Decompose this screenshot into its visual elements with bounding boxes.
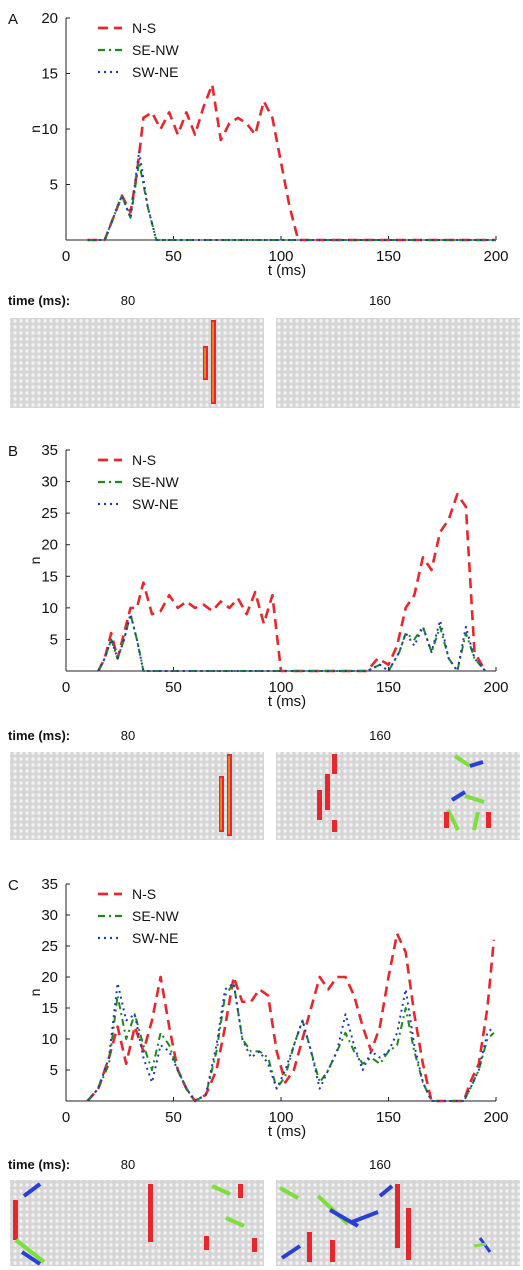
- x-tick-label-a: 200: [483, 248, 508, 265]
- series-line-swne-b: [97, 613, 487, 672]
- legend-label-ns-b: N-S: [132, 452, 156, 468]
- legend-label-senw-a: SE-NW: [132, 42, 179, 58]
- y-tick-label-b: 5: [50, 631, 58, 648]
- x-tick-label-c: 200: [483, 1109, 508, 1126]
- x-tick-label-b: 0: [62, 679, 70, 696]
- legend-label-ns-a: N-S: [132, 20, 156, 36]
- legend-label-swne-c: SW-NE: [132, 930, 178, 946]
- y-tick-label-b: 10: [41, 600, 58, 617]
- wavefront-segments-b: [219, 754, 491, 836]
- y-axis-label-a: n: [27, 125, 43, 133]
- x-tick-label-b: 50: [165, 679, 182, 696]
- x-tick-label-a: 50: [165, 248, 182, 265]
- y-tick-label-a: 5: [50, 177, 58, 194]
- series-line-ns-b: [97, 492, 487, 673]
- snapshot-time-160-c: 160: [369, 1157, 391, 1172]
- series-line-swne-c: [86, 982, 495, 1102]
- legend-label-senw-b: SE-NW: [132, 474, 179, 490]
- x-tick-label-c: 150: [376, 1109, 401, 1126]
- y-tick-label-a: 20: [41, 10, 58, 27]
- y-tick-label-b: 15: [41, 568, 58, 585]
- y-tick-label-c: 15: [41, 1000, 58, 1017]
- legend-label-swne-a: SW-NE: [132, 64, 178, 80]
- series-line-swne-a: [87, 150, 496, 241]
- x-tick-label-b: 100: [268, 679, 293, 696]
- x-tick-label-a: 100: [268, 248, 293, 265]
- y-axis-label-b: n: [27, 557, 43, 565]
- x-axis-label-b: t (ms): [268, 693, 306, 710]
- lattice-snapshot-80-b: [10, 752, 264, 840]
- x-axis-label-c: t (ms): [268, 1123, 306, 1140]
- panel-letter-c: C: [8, 877, 19, 894]
- time-label-a: time (ms):: [8, 293, 70, 308]
- y-tick-label-a: 10: [41, 121, 58, 138]
- panel-c: C time (ms): 80 160: [8, 876, 520, 1266]
- snapshot-time-160-a: 160: [369, 293, 391, 308]
- series-line-senw-c: [86, 982, 495, 1102]
- wavefront-segments-c: [13, 1182, 492, 1266]
- lattice-snapshot-160-a: [276, 318, 520, 408]
- x-tick-label-a: 150: [376, 248, 401, 265]
- y-tick-label-a: 15: [41, 66, 58, 83]
- y-tick-label-b: 25: [41, 505, 58, 522]
- panel-letter-b: B: [8, 443, 18, 460]
- lattice-snapshot-80-c: [10, 1180, 264, 1266]
- x-axis-label-a: t (ms): [268, 262, 306, 279]
- y-tick-label-c: 5: [50, 1062, 58, 1079]
- snapshot-time-160-b: 160: [369, 728, 391, 743]
- panel-a: A time (ms): 80 160 0 50 100 150 200 5 10 15 20 t…: [8, 10, 520, 408]
- series-line-ns-a: [87, 83, 496, 242]
- x-tick-label-c: 100: [268, 1109, 293, 1126]
- y-axis-label-c: n: [27, 989, 43, 997]
- snapshot-time-80-c: 80: [121, 1157, 135, 1172]
- y-tick-label-c: 35: [41, 876, 58, 893]
- time-label-b: time (ms):: [8, 728, 70, 743]
- snapshot-time-80-a: 80: [121, 293, 135, 308]
- panel-letter-a: A: [8, 11, 18, 28]
- x-tick-label-a: 0: [62, 248, 70, 265]
- x-tick-label-c: 0: [62, 1109, 70, 1126]
- legend-label-swne-b: SW-NE: [132, 496, 178, 512]
- y-tick-label-b: 20: [41, 537, 58, 554]
- x-tick-label-b: 150: [376, 679, 401, 696]
- x-tick-label-c: 50: [165, 1109, 182, 1126]
- panel-b: B time (ms): 80 160 0 50 100 150 200 5 10 15 20 2…: [8, 442, 520, 840]
- series-line-senw-a: [87, 161, 496, 241]
- lattice-snapshot-80-a: [10, 318, 264, 408]
- legend-label-senw-c: SE-NW: [132, 908, 179, 924]
- lattice-snapshot-160-b: [276, 752, 520, 840]
- series-line-ns-c: [86, 932, 496, 1103]
- y-tick-label-c: 25: [41, 938, 58, 955]
- y-tick-label-c: 30: [41, 907, 58, 924]
- y-tick-label-c: 10: [41, 1031, 58, 1048]
- y-tick-label-b: 30: [41, 474, 58, 491]
- series-line-senw-b: [97, 613, 487, 672]
- x-tick-label-b: 200: [483, 679, 508, 696]
- y-tick-label-c: 20: [41, 969, 58, 986]
- snapshot-time-80-b: 80: [121, 728, 135, 743]
- y-tick-label-b: 35: [41, 442, 58, 459]
- wavefront-segments-a: [203, 320, 216, 404]
- time-label-c: time (ms):: [8, 1157, 70, 1172]
- legend-label-ns-c: N-S: [132, 886, 156, 902]
